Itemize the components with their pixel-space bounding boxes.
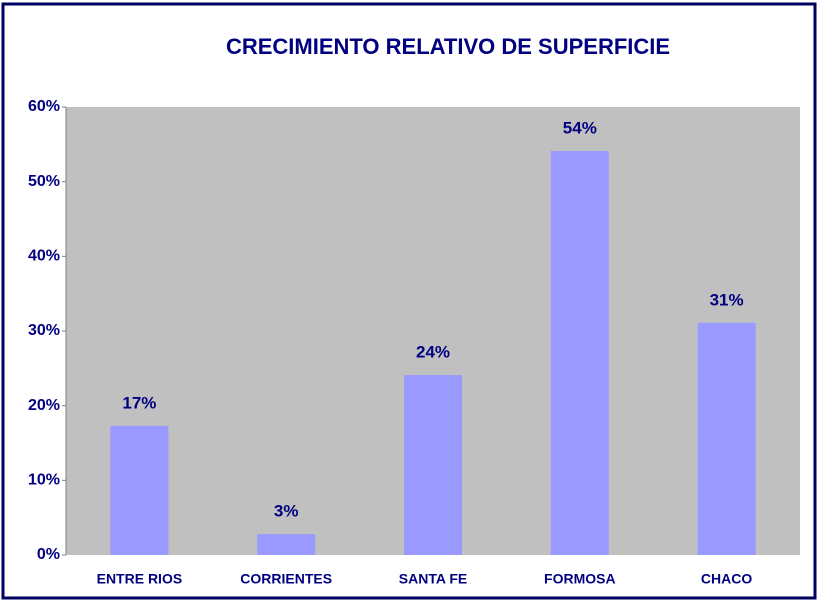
x-tick-label: FORMOSA bbox=[544, 571, 616, 587]
x-tick-label: ENTRE RIOS bbox=[97, 571, 183, 587]
data-label: 31% bbox=[710, 290, 744, 309]
bar bbox=[110, 425, 169, 555]
bar bbox=[257, 534, 316, 555]
bar bbox=[697, 322, 756, 555]
y-tick-label: 0% bbox=[37, 546, 60, 563]
data-label: 54% bbox=[563, 119, 597, 138]
data-label: 24% bbox=[416, 343, 450, 362]
y-tick-label: 40% bbox=[28, 248, 60, 265]
data-label: 17% bbox=[122, 393, 156, 412]
x-tick-label: CORRIENTES bbox=[240, 571, 332, 587]
x-tick-label: SANTA FE bbox=[399, 571, 467, 587]
bar bbox=[404, 375, 462, 555]
y-tick-label: 20% bbox=[28, 397, 60, 414]
bar bbox=[550, 151, 609, 555]
y-tick-label: 50% bbox=[28, 173, 60, 190]
y-tick-label: 30% bbox=[28, 322, 60, 339]
y-tick-label: 60% bbox=[28, 98, 60, 115]
data-label: 3% bbox=[274, 502, 299, 521]
chart-title: CRECIMIENTO RELATIVO DE SUPERFICIE bbox=[226, 34, 670, 59]
y-tick-label: 10% bbox=[28, 472, 60, 489]
x-tick-label: CHACO bbox=[701, 571, 752, 587]
